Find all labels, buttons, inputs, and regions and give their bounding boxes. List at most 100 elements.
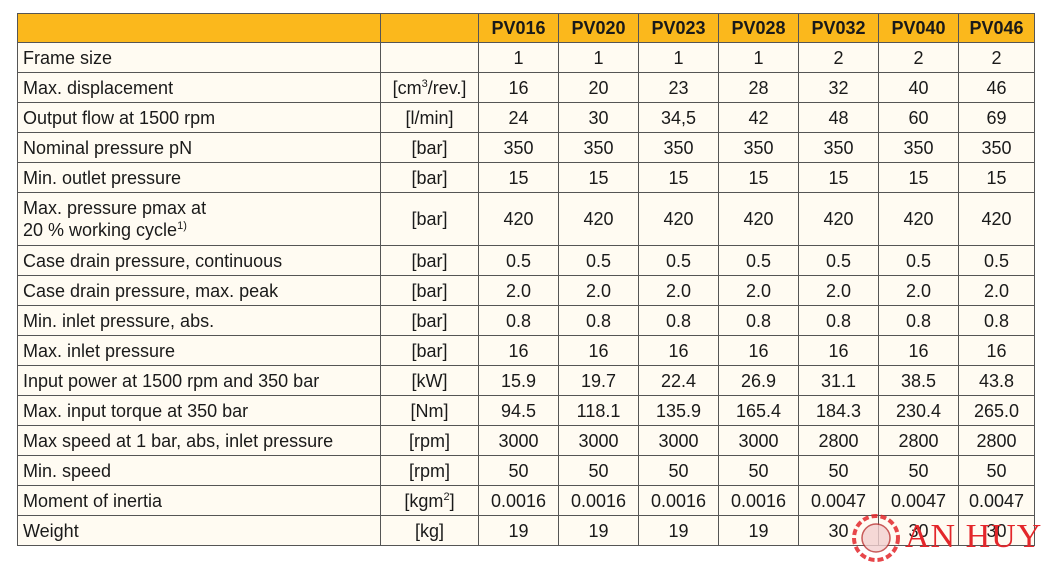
header-cell: PV023 — [638, 13, 719, 43]
value-cell: 420 — [478, 192, 559, 246]
text: /rev.] — [427, 77, 467, 98]
unit-cell: [bar] — [380, 162, 479, 193]
table-row: Frame size 1 1 1 1 2 2 2 — [17, 42, 1035, 73]
value-cell: 15 — [878, 162, 959, 193]
row-label: Frame size — [17, 42, 381, 73]
value-cell: 420 — [638, 192, 719, 246]
table-row: Max. inlet pressure [bar] 16 16 16 16 16 16 16 — [17, 335, 1035, 366]
value-cell: 2.0 — [878, 275, 959, 306]
value-cell: 0.5 — [638, 245, 719, 276]
table-row: Min. inlet pressure, abs. [bar] 0.8 0.8 0.8 0… — [17, 305, 1035, 336]
header-cell: PV032 — [798, 13, 879, 43]
value-cell: 350 — [878, 132, 959, 163]
text: ] — [449, 490, 455, 511]
unit-cell: [cm3/rev.] — [380, 72, 479, 103]
table-row: Nominal pressure pN [bar] 350 350 350 350 350 3… — [17, 132, 1035, 163]
row-label: Output flow at 1500 rpm — [17, 102, 381, 133]
value-cell: 48 — [798, 102, 879, 133]
value-cell: 184.3 — [798, 395, 879, 426]
header-cell: PV040 — [878, 13, 959, 43]
value-cell: 2800 — [878, 425, 959, 456]
row-label: Input power at 1500 rpm and 350 bar — [17, 365, 381, 396]
unit-cell: [kW] — [380, 365, 479, 396]
value-cell: 34,5 — [638, 102, 719, 133]
unit-cell: [bar] — [380, 192, 479, 246]
row-label: Min. speed — [17, 455, 381, 486]
value-cell: 420 — [958, 192, 1035, 246]
header-cell: PV028 — [718, 13, 799, 43]
value-cell: 135.9 — [638, 395, 719, 426]
value-cell: 22.4 — [638, 365, 719, 396]
table-row: Weight [kg] 19 19 19 19 30 30 30 — [17, 515, 1035, 546]
value-cell: 15 — [478, 162, 559, 193]
value-cell: 19 — [558, 515, 639, 546]
table-row: Min. speed [rpm] 50 50 50 50 50 50 50 — [17, 455, 1035, 486]
value-cell: 19 — [638, 515, 719, 546]
value-cell: 350 — [958, 132, 1035, 163]
value-cell: 20 — [558, 72, 639, 103]
value-cell: 19.7 — [558, 365, 639, 396]
value-cell: 2.0 — [478, 275, 559, 306]
value-cell: 50 — [638, 455, 719, 486]
header-cell: PV020 — [558, 13, 639, 43]
value-cell: 350 — [478, 132, 559, 163]
header-cell: PV016 — [478, 13, 559, 43]
unit-cell: [bar] — [380, 275, 479, 306]
value-cell: 23 — [638, 72, 719, 103]
unit-cell — [380, 42, 479, 73]
value-cell: 0.5 — [558, 245, 639, 276]
value-cell: 38.5 — [878, 365, 959, 396]
value-cell: 16 — [638, 335, 719, 366]
value-cell: 26.9 — [718, 365, 799, 396]
row-label: Min. inlet pressure, abs. — [17, 305, 381, 336]
value-cell: 3000 — [718, 425, 799, 456]
table-row: Output flow at 1500 rpm [l/min] 24 30 34,5 42… — [17, 102, 1035, 133]
value-cell: 265.0 — [958, 395, 1035, 426]
row-label: Weight — [17, 515, 381, 546]
value-cell: 94.5 — [478, 395, 559, 426]
value-cell: 420 — [718, 192, 799, 246]
value-cell: 350 — [798, 132, 879, 163]
value-cell: 15 — [638, 162, 719, 193]
header-cell — [380, 13, 479, 43]
value-cell: 0.5 — [798, 245, 879, 276]
value-cell: 0.8 — [878, 305, 959, 336]
value-cell: 50 — [558, 455, 639, 486]
value-cell: 0.8 — [478, 305, 559, 336]
value-cell: 2800 — [798, 425, 879, 456]
unit-cell: [rpm] — [380, 425, 479, 456]
value-cell: 420 — [798, 192, 879, 246]
value-cell: 2 — [798, 42, 879, 73]
text: [kgm — [404, 490, 444, 511]
value-cell: 230.4 — [878, 395, 959, 426]
value-cell: 0.0047 — [878, 485, 959, 516]
value-cell: 28 — [718, 72, 799, 103]
superscript: 2 — [443, 490, 450, 503]
text: [cm — [392, 77, 422, 98]
value-cell: 15 — [798, 162, 879, 193]
superscript: 3 — [421, 77, 428, 90]
value-cell: 16 — [478, 72, 559, 103]
header-cell — [17, 13, 381, 43]
table-row: Case drain pressure, continuous [bar] 0.5 0… — [17, 245, 1035, 276]
value-cell: 350 — [638, 132, 719, 163]
value-cell: 420 — [558, 192, 639, 246]
value-cell: 0.0047 — [798, 485, 879, 516]
value-cell: 2.0 — [558, 275, 639, 306]
row-label: Max. inlet pressure — [17, 335, 381, 366]
value-cell: 40 — [878, 72, 959, 103]
value-cell: 350 — [718, 132, 799, 163]
row-label: Case drain pressure, continuous — [17, 245, 381, 276]
value-cell: 16 — [798, 335, 879, 366]
value-cell: 0.0016 — [558, 485, 639, 516]
header-row: PV016 PV020 PV023 PV028 PV032 PV040 PV046 — [17, 13, 1035, 43]
value-cell: 42 — [718, 102, 799, 133]
value-cell: 3000 — [638, 425, 719, 456]
value-cell: 0.8 — [798, 305, 879, 336]
value-cell: 2.0 — [798, 275, 879, 306]
value-cell: 50 — [958, 455, 1035, 486]
unit-cell: [l/min] — [380, 102, 479, 133]
watermark-text: AN HUY — [905, 518, 1043, 555]
value-cell: 31.1 — [798, 365, 879, 396]
